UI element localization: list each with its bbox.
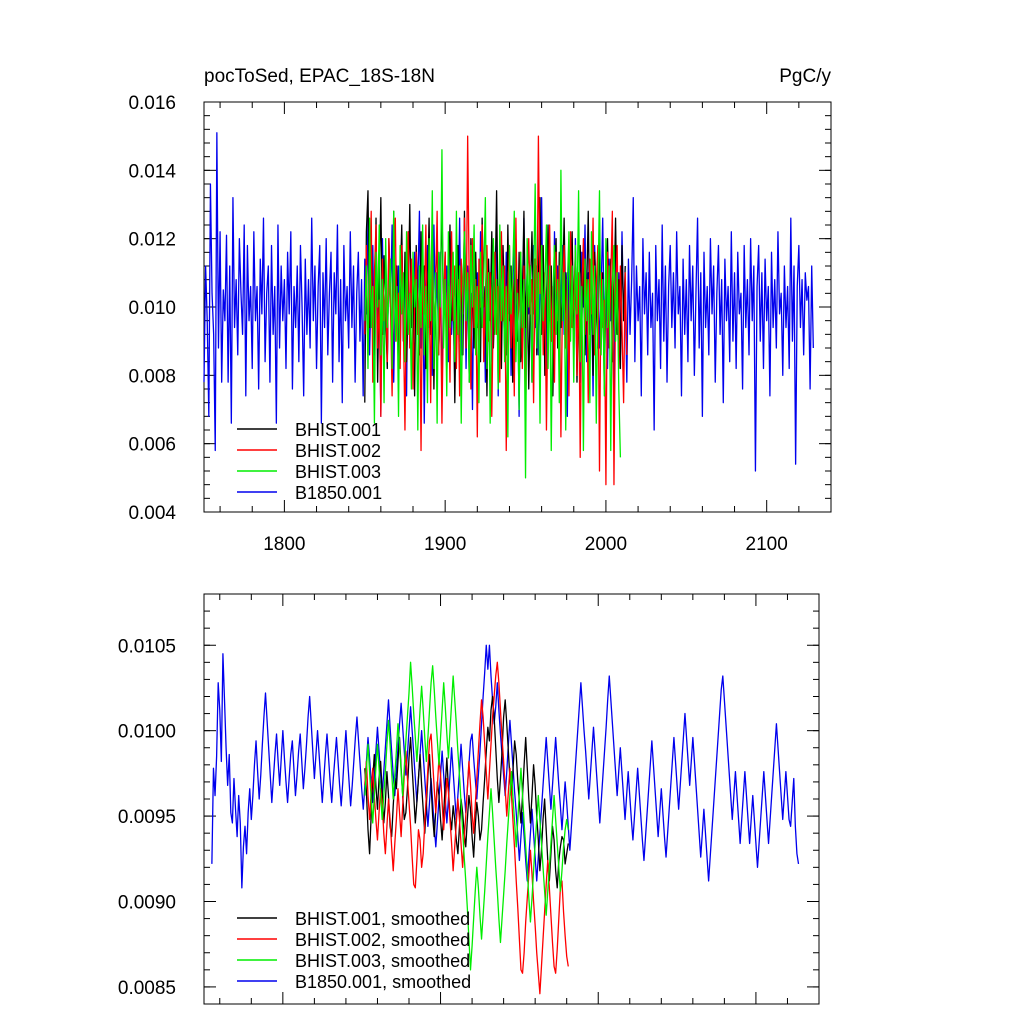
y-tick-label: 0.0095 xyxy=(118,807,176,828)
y-tick-label: 0.0085 xyxy=(118,978,176,999)
legend-label: BHIST.003, smoothed xyxy=(295,951,470,971)
y-tick-label: 0.008 xyxy=(128,366,176,387)
x-tick-label: 1800 xyxy=(263,534,305,555)
y-tick-label: 0.016 xyxy=(128,93,176,114)
y-tick-label: 0.0105 xyxy=(118,636,176,657)
chart-title-left: pocToSed, EPAC_18S-18N xyxy=(204,66,435,87)
y-tick-label: 0.0100 xyxy=(118,722,176,743)
x-tick-label: 2100 xyxy=(746,534,788,555)
series-line-bhist-001-smoothed xyxy=(364,695,569,889)
legend-label: BHIST.002 xyxy=(295,441,381,461)
series-line-bhist-002-smoothed xyxy=(364,661,569,995)
series-line-b1850-001-smoothed xyxy=(211,644,800,889)
x-tick-label: 1900 xyxy=(424,534,466,555)
chart-title-right: PgC/y xyxy=(779,66,831,87)
y-tick-label: 0.0090 xyxy=(118,893,176,914)
legend-label: B1850.001, smoothed xyxy=(295,972,471,992)
legend-label: BHIST.003 xyxy=(295,462,381,482)
top-panel: pocToSed, EPAC_18S-18N PgC/y 1800 1900 200… xyxy=(128,66,832,555)
legend-label: BHIST.002, smoothed xyxy=(295,930,470,950)
legend-label: BHIST.001 xyxy=(295,420,381,440)
y-tick-label: 0.010 xyxy=(128,298,176,319)
legend-label: B1850.001 xyxy=(295,483,382,503)
x-tick-label: 2000 xyxy=(585,534,627,555)
y-tick-label: 0.014 xyxy=(128,161,176,182)
y-tick-label: 0.006 xyxy=(128,435,176,456)
series-line-bhist-003 xyxy=(364,149,622,479)
y-tick-label: 0.012 xyxy=(128,230,176,251)
y-tick-label: 0.004 xyxy=(128,503,176,524)
bottom-panel: 0.0085 0.0090 0.0095 0.0100 0.0105 BHIST.001,… xyxy=(118,593,820,1005)
legend-label: BHIST.001, smoothed xyxy=(295,909,470,929)
series-line-bhist-003-smoothed xyxy=(364,661,569,971)
